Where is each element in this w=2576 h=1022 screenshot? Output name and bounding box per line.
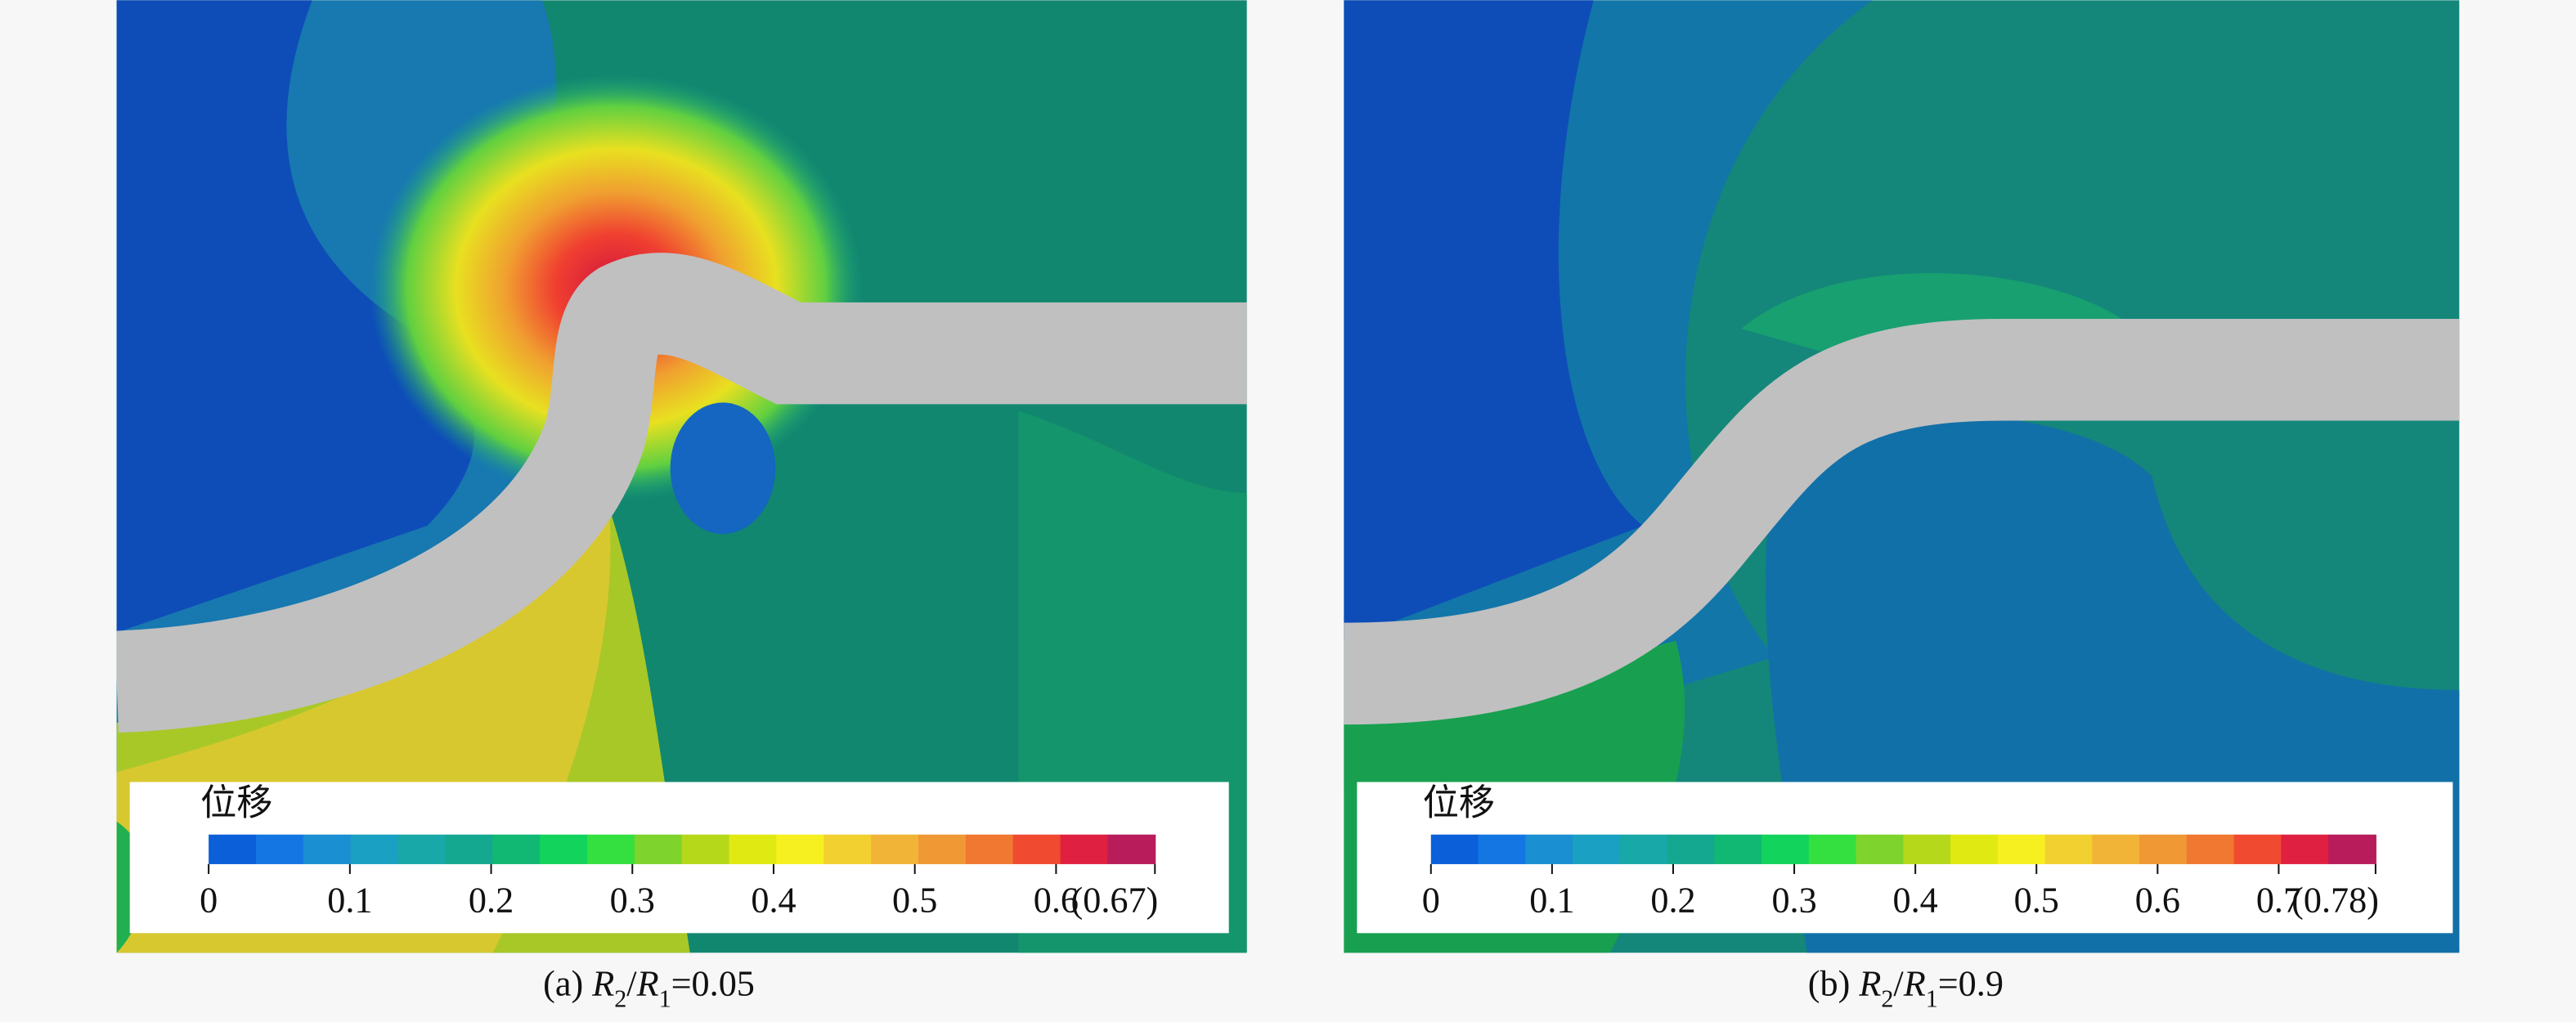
tick-label: (0.67) <box>1071 880 1159 920</box>
colorbar-segment <box>1430 834 1479 864</box>
tick-label: 0.3 <box>610 880 655 920</box>
tick-label: 0.5 <box>2014 880 2059 920</box>
colorbar-segment <box>918 834 967 864</box>
caption-part: =0.05 <box>671 964 755 1004</box>
colorbar-segment <box>634 834 683 864</box>
tick-label: 0.7 <box>2256 880 2301 920</box>
tick-label: 0.6 <box>2135 880 2180 920</box>
colorbar-segment <box>1525 834 1574 864</box>
tick-label: 0.5 <box>892 880 937 920</box>
colorbar-segment <box>397 834 447 864</box>
colorbar-segment <box>1808 834 1857 864</box>
colorbar-segment <box>350 834 399 864</box>
colorbar-segment <box>2139 834 2188 864</box>
colorbar-segment <box>1107 834 1156 864</box>
colorbar-segment <box>776 834 825 864</box>
colorbar-segment <box>2092 834 2141 864</box>
colorbar-segment <box>965 834 1014 864</box>
colorbar-segment <box>1903 834 1952 864</box>
caption-part: / <box>1893 964 1904 1004</box>
tick-label: 0.6 <box>1034 880 1079 920</box>
caption-part: =0.9 <box>1938 964 2004 1004</box>
colorbar-segment <box>492 834 541 864</box>
colorbar-segment <box>2281 834 2330 864</box>
caption-part: R <box>1858 964 1881 1004</box>
colorbar-segment <box>2044 834 2094 864</box>
colorbar-segment <box>2233 834 2282 864</box>
colorbar-segment <box>445 834 494 864</box>
caption-part: 2 <box>614 985 626 1013</box>
colorbar-segment <box>2328 834 2376 864</box>
tick-label: 0.4 <box>1893 880 1938 920</box>
colorbar-segment <box>1573 834 1621 864</box>
colorbar-segment <box>681 834 730 864</box>
caption-part: 2 <box>1881 985 1893 1013</box>
colorbar-segment <box>540 834 588 864</box>
colorbar-segment <box>871 834 919 864</box>
tick-label: 0.1 <box>1529 880 1574 920</box>
caption: (b) R2/R1=0.9 <box>1808 964 2004 1013</box>
colorbar-segment <box>1619 834 1668 864</box>
colorbar-segment <box>1478 834 1527 864</box>
caption-part: R <box>636 964 659 1004</box>
colorbar-segment <box>1950 834 1999 864</box>
caption: (a) R2/R1=0.05 <box>543 964 755 1013</box>
colorbar-segment <box>1667 834 1716 864</box>
colorbar-segment <box>303 834 352 864</box>
field-a <box>116 0 1247 953</box>
caption-part: / <box>626 964 637 1004</box>
colorbar-segment <box>209 834 257 864</box>
caption-part: (a) <box>543 964 592 1004</box>
caption-part: R <box>591 964 614 1004</box>
caption-part: 1 <box>659 985 671 1013</box>
colorbar-segment <box>1714 834 1763 864</box>
colorbar-segment <box>1761 834 1810 864</box>
colorbar-segment <box>1012 834 1061 864</box>
colorbar-segment <box>2186 834 2235 864</box>
caption-part: R <box>1903 964 1926 1004</box>
tick-label: 0.3 <box>1771 880 1816 920</box>
colorbar-title: 位移 <box>1423 782 1495 824</box>
tick-label: 0.1 <box>327 880 372 920</box>
tick-label: 0 <box>200 880 218 920</box>
colorbar-title: 位移 <box>200 782 272 824</box>
tick-label: 0 <box>1422 880 1440 920</box>
colorbar-segment <box>255 834 304 864</box>
caption-part: 1 <box>1926 985 1938 1013</box>
colorbar-segment <box>824 834 873 864</box>
tick-label: 0.2 <box>1650 880 1695 920</box>
colorbar-segment <box>1856 834 1905 864</box>
colorbar-segment <box>1060 834 1109 864</box>
tick-label: (0.78) <box>2291 880 2379 920</box>
colorbar-segment <box>586 834 635 864</box>
tick-label: 0.2 <box>469 880 514 920</box>
colorbar-segment <box>1997 834 2046 864</box>
caption-part: (b) <box>1808 964 1860 1004</box>
tick-label: 0.4 <box>751 880 796 920</box>
colorbar-segment <box>729 834 778 864</box>
